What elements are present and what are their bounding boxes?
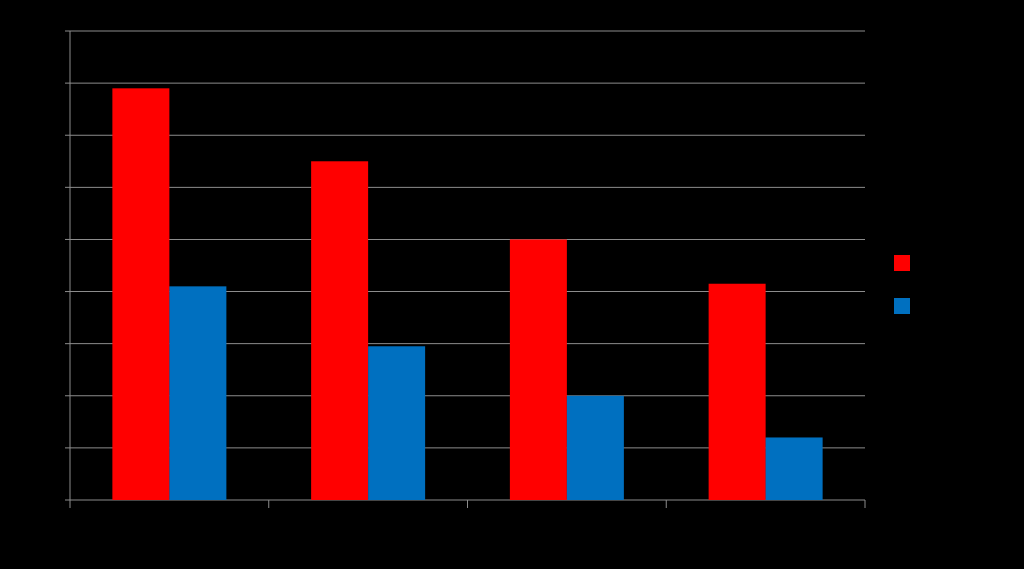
bar <box>765 437 823 500</box>
legend-swatch <box>894 255 910 271</box>
bar <box>112 88 170 501</box>
y-tick-label: 9 <box>53 23 60 37</box>
y-tick-label: 8 <box>53 75 60 89</box>
bar <box>368 346 426 500</box>
y-tick-label: 5 <box>53 232 60 246</box>
bar <box>509 239 567 500</box>
bar <box>566 395 624 500</box>
bar <box>708 283 766 500</box>
y-tick-label: 1 <box>53 440 60 454</box>
bar <box>311 161 369 500</box>
legend-swatch <box>894 298 910 314</box>
y-tick-label: 3 <box>53 336 60 350</box>
y-tick-label: 4 <box>53 284 60 298</box>
y-tick-label: 0 <box>53 492 60 506</box>
y-tick-label: 2 <box>53 388 60 402</box>
y-tick-label: 6 <box>53 180 60 194</box>
y-tick-label: 7 <box>53 127 60 141</box>
bar <box>169 286 227 500</box>
